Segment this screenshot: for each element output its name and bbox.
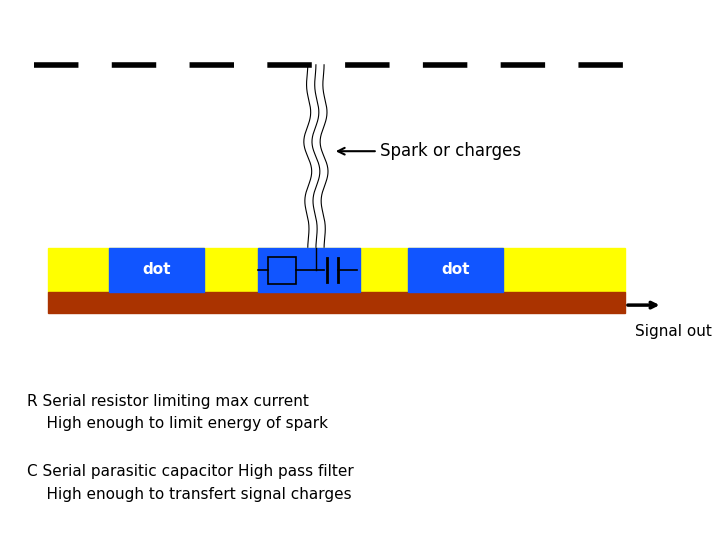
Text: Spark or charges: Spark or charges <box>338 142 521 160</box>
Bar <box>408 248 503 292</box>
Text: dot: dot <box>441 262 469 278</box>
Bar <box>258 248 360 292</box>
Text: Signal out: Signal out <box>635 324 712 339</box>
Text: R Serial resistor limiting max current
    High enough to limit energy of spark: R Serial resistor limiting max current H… <box>27 394 328 431</box>
Bar <box>48 292 625 313</box>
Text: C Serial parasitic capacitor High pass filter
    High enough to transfert signa: C Serial parasitic capacitor High pass f… <box>27 464 354 502</box>
Bar <box>48 248 625 292</box>
Bar <box>269 256 295 284</box>
Text: dot: dot <box>142 262 171 278</box>
Bar <box>109 248 204 292</box>
